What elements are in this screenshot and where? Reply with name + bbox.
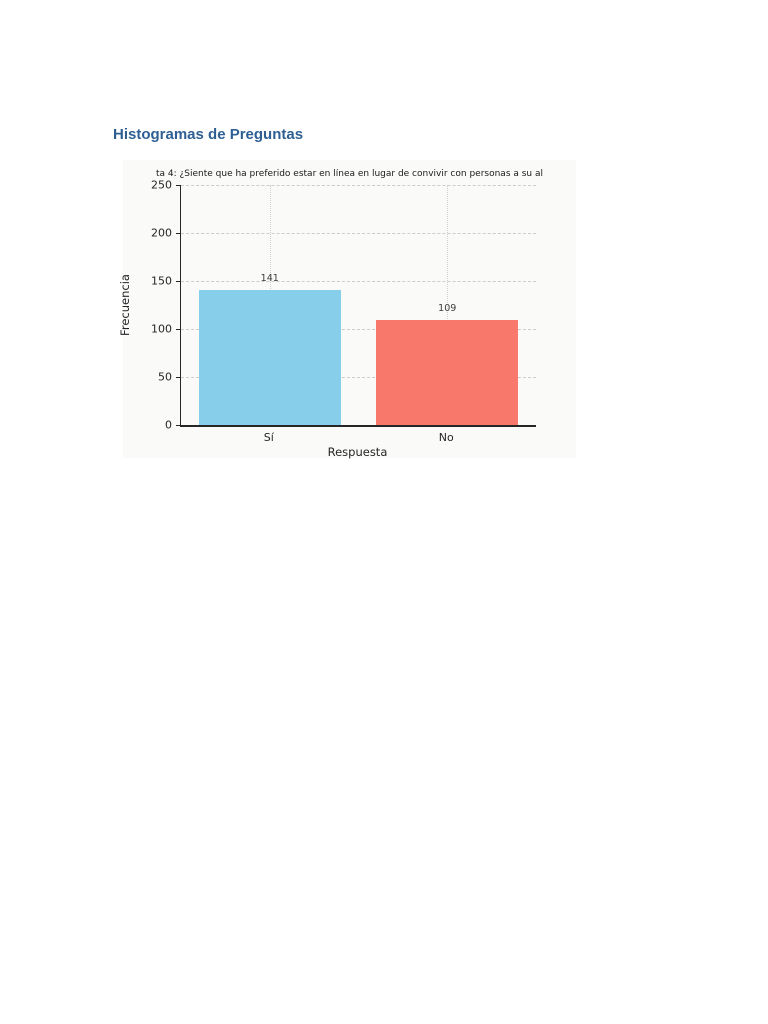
y-tick-mark [176, 377, 181, 378]
plot-area: 0 50 100 150 200 250 141 109 [151, 179, 536, 432]
page-title: Histogramas de Preguntas [113, 126, 304, 143]
chart-title: ta 4: ¿Siente que ha preferido estar en … [155, 169, 544, 179]
y-tick-mark [176, 185, 181, 186]
y-axis-label: Frecuencia [118, 274, 132, 336]
x-tick-labels: Sí No [180, 429, 535, 445]
h-gridline [181, 233, 536, 234]
h-gridline [181, 185, 536, 186]
x-axis-label: Respuesta [327, 445, 388, 459]
h-gridline [181, 329, 536, 330]
y-tick-mark [176, 281, 181, 282]
bar-value-label: 141 [260, 272, 279, 284]
y-tick-mark [176, 425, 181, 426]
y-tick-mark [176, 329, 181, 330]
y-tick-label: 150 [151, 274, 172, 288]
h-gridline [181, 377, 536, 378]
h-gridline [181, 281, 536, 282]
y-tick-label: 50 [158, 370, 172, 384]
bar-no [376, 320, 519, 425]
bar-value-label: 109 [438, 303, 457, 315]
y-tick-label: 250 [151, 178, 172, 192]
y-tick-label: 100 [151, 322, 172, 336]
y-tick-label: 200 [151, 226, 172, 240]
v-gridline [447, 185, 449, 425]
y-tick-label: 0 [165, 418, 172, 432]
histogram-figure: ta 4: ¿Siente que ha preferido estar en … [118, 160, 576, 459]
x-tick-label: No [438, 431, 454, 444]
bar-sí [198, 289, 341, 425]
x-tick-label: Sí [263, 431, 274, 444]
y-tick-mark [176, 233, 181, 234]
